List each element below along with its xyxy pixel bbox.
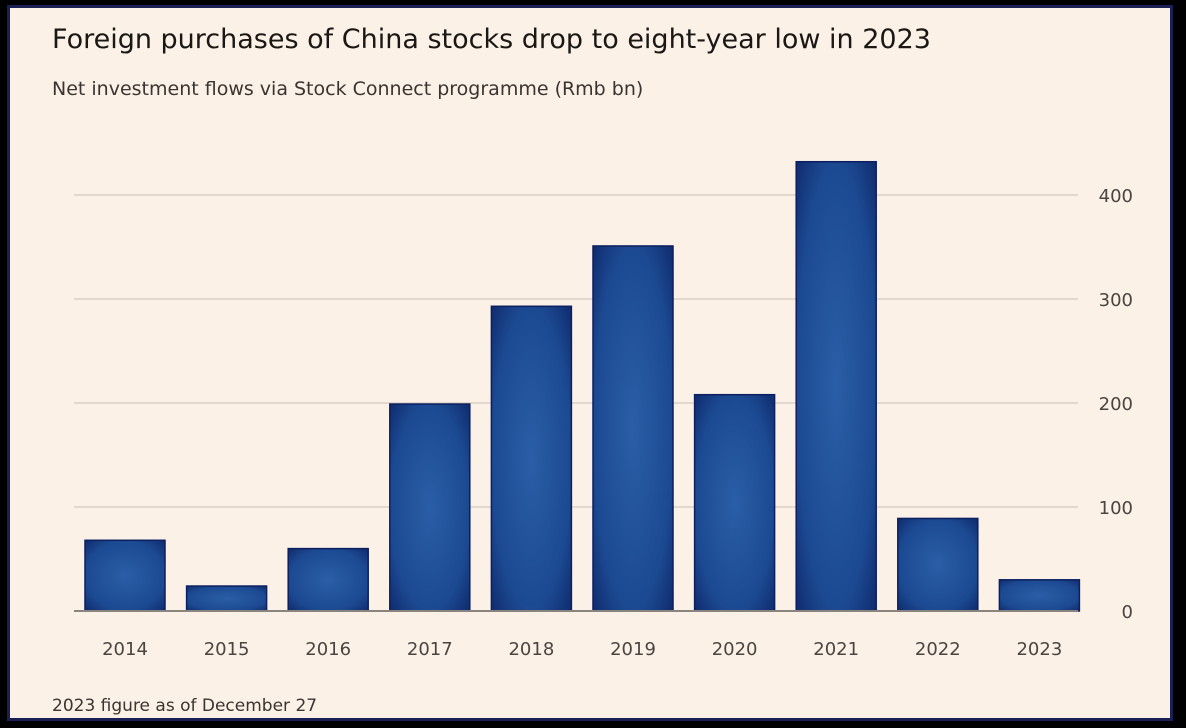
bar-2017 (389, 403, 471, 612)
x-tick-label-2017: 2017 (407, 639, 453, 660)
bar-2021 (795, 160, 877, 612)
x-tick-label-2021: 2021 (813, 639, 859, 660)
x-tick-label-2016: 2016 (305, 639, 351, 660)
gridlines (74, 194, 1078, 508)
chart-frame: Foreign purchases of China stocks drop t… (7, 5, 1173, 721)
x-tick-label-2023: 2023 (1016, 639, 1062, 660)
chart-footnote: 2023 figure as of December 27 (52, 696, 318, 716)
x-tick-label-2014: 2014 (102, 639, 148, 660)
bar-2015 (185, 585, 268, 612)
bars (84, 160, 1081, 612)
bar-2020 (693, 393, 776, 612)
x-tick-label-2018: 2018 (508, 639, 554, 660)
bar-chart: 2014 2015 2016 2017 2018 2019 2020 2021 2022 2023… (74, 160, 1133, 660)
chart-subtitle: Net investment flows via Stock Connect p… (52, 78, 644, 100)
y-tick-label: 400 (1099, 186, 1133, 207)
x-tick-labels: 2014 2015 2016 2017 2018 2019 2020 2021 2022 2023 (102, 639, 1062, 660)
x-tick-label-2022: 2022 (915, 639, 961, 660)
y-tick-label: 0 (1122, 602, 1133, 623)
y-tick-labels: 0 100 200 300 400 (1099, 186, 1133, 623)
y-tick-label: 200 (1099, 394, 1133, 415)
bar-2018 (490, 305, 573, 612)
y-tick-label: 100 (1099, 498, 1133, 519)
bar-2016 (287, 547, 369, 612)
chart-title: Foreign purchases of China stocks drop t… (52, 24, 931, 55)
x-tick-label-2020: 2020 (712, 639, 758, 660)
y-tick-label: 300 (1099, 290, 1133, 311)
bar-2014 (84, 539, 166, 612)
x-tick-label-2015: 2015 (204, 639, 250, 660)
bar-2022 (897, 517, 979, 612)
bar-2019 (592, 245, 674, 612)
bar-2023 (998, 579, 1081, 612)
x-tick-label-2019: 2019 (610, 639, 656, 660)
